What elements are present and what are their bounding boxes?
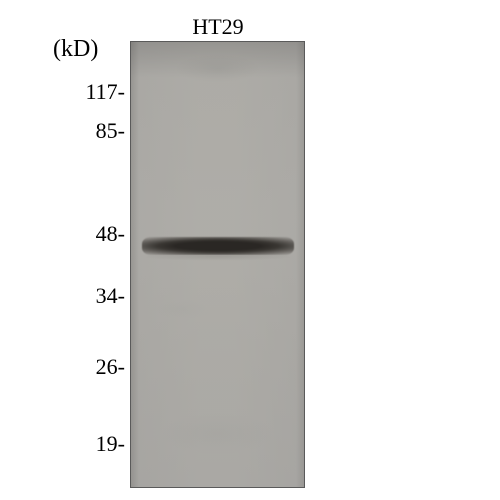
marker-19: 19- bbox=[45, 431, 125, 457]
blot-figure: HT29 (kD) 117- 85- 48- 34- 26- 19- bbox=[0, 0, 500, 500]
lane-texture bbox=[131, 42, 304, 487]
unit-label: (kD) bbox=[53, 36, 98, 63]
marker-117: 117- bbox=[45, 79, 125, 105]
marker-48: 48- bbox=[45, 221, 125, 247]
blot-band-shadow bbox=[146, 256, 290, 262]
lane-header-label: HT29 bbox=[178, 14, 258, 40]
blot-band bbox=[142, 237, 294, 255]
marker-26: 26- bbox=[45, 354, 125, 380]
marker-34: 34- bbox=[45, 283, 125, 309]
marker-85: 85- bbox=[45, 118, 125, 144]
blot-lane bbox=[130, 41, 305, 488]
